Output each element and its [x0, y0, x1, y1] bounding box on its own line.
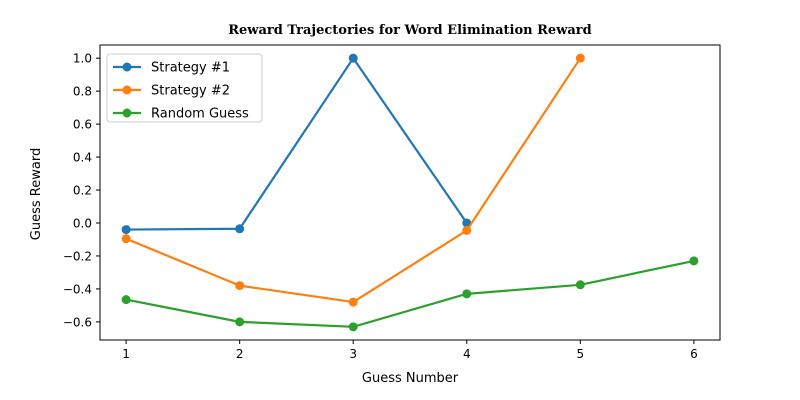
legend-label-2: Strategy #2: [151, 84, 230, 99]
axes-layer: 1 2 3 4 5 6 −0.6 −0.4 −0.2 0.0 0.2 0.4 0.6 0.8 1.0: [63, 44, 721, 361]
x-axis-label: Guess Number: [362, 371, 459, 386]
data-point-s3-1: [121, 295, 131, 305]
y-tick-label-1: −0.6: [63, 315, 92, 329]
data-point-s2-5: [575, 53, 585, 63]
data-point-s1-3: [348, 53, 358, 63]
legend-marker-2: [122, 85, 132, 95]
x-tick-label-3: 3: [349, 347, 357, 361]
legend-label-1: Strategy #1: [151, 61, 230, 76]
legend-box: [106, 53, 263, 123]
legend-marker-3: [122, 108, 132, 118]
y-tick-label-8: 0.8: [73, 85, 92, 99]
x-tick-label-1: 1: [122, 347, 130, 361]
y-tick-label-3: −0.2: [63, 249, 92, 263]
plot-layer: [121, 53, 699, 332]
legend: Strategy #1 Strategy #2 Random Guess: [106, 53, 263, 123]
x-tick-label-6: 6: [690, 347, 698, 361]
data-point-s2-3: [348, 297, 358, 307]
y-tick-label-6: 0.4: [73, 151, 92, 165]
data-point-s3-5: [575, 280, 585, 290]
legend-marker-1: [122, 62, 132, 72]
y-tick-label-5: 0.2: [73, 184, 92, 198]
data-point-s3-4: [462, 289, 472, 299]
data-point-s2-1: [121, 234, 131, 244]
series-line-3: [125, 259, 695, 328]
data-point-s3-2: [235, 317, 245, 327]
plot-frame: [99, 44, 721, 341]
y-tick-label-7: 0.6: [73, 118, 92, 132]
data-point-s1-2: [235, 224, 245, 234]
y-axis-label: Guess Reward: [29, 148, 44, 240]
data-point-s3-6: [689, 256, 699, 266]
legend-label-3: Random Guess: [151, 107, 249, 122]
series-line-1: [125, 57, 468, 231]
data-point-s3-3: [348, 322, 358, 332]
x-tick-label-5: 5: [577, 347, 585, 361]
data-point-s2-2: [235, 281, 245, 291]
data-point-s1-1: [121, 225, 131, 235]
x-tick-label-4: 4: [463, 347, 471, 361]
x-tick-label-2: 2: [236, 347, 244, 361]
chart-title: Reward Trajectories for Word Elimination…: [228, 23, 592, 38]
y-tick-label-2: −0.4: [63, 282, 92, 296]
y-tick-label-9: 1.0: [73, 52, 92, 66]
y-tick-label-4: 0.0: [73, 216, 92, 230]
data-point-s2-4: [462, 225, 472, 235]
